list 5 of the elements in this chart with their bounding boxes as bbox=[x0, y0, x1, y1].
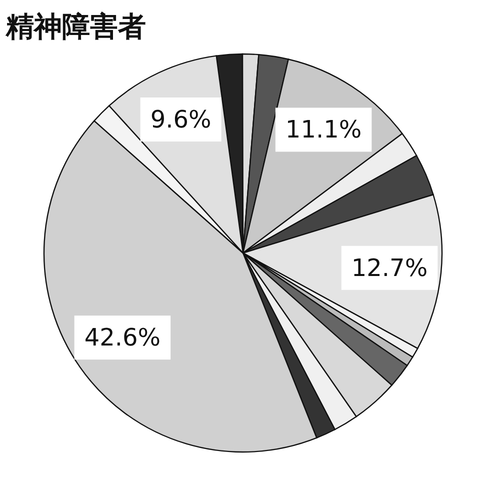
data-label: 42.6% bbox=[84, 324, 161, 352]
data-label: 12.7% bbox=[351, 254, 428, 282]
data-label: 9.6% bbox=[150, 106, 212, 134]
data-label: 11.1% bbox=[285, 116, 362, 144]
chart-title: 精神障害者 bbox=[5, 10, 146, 43]
